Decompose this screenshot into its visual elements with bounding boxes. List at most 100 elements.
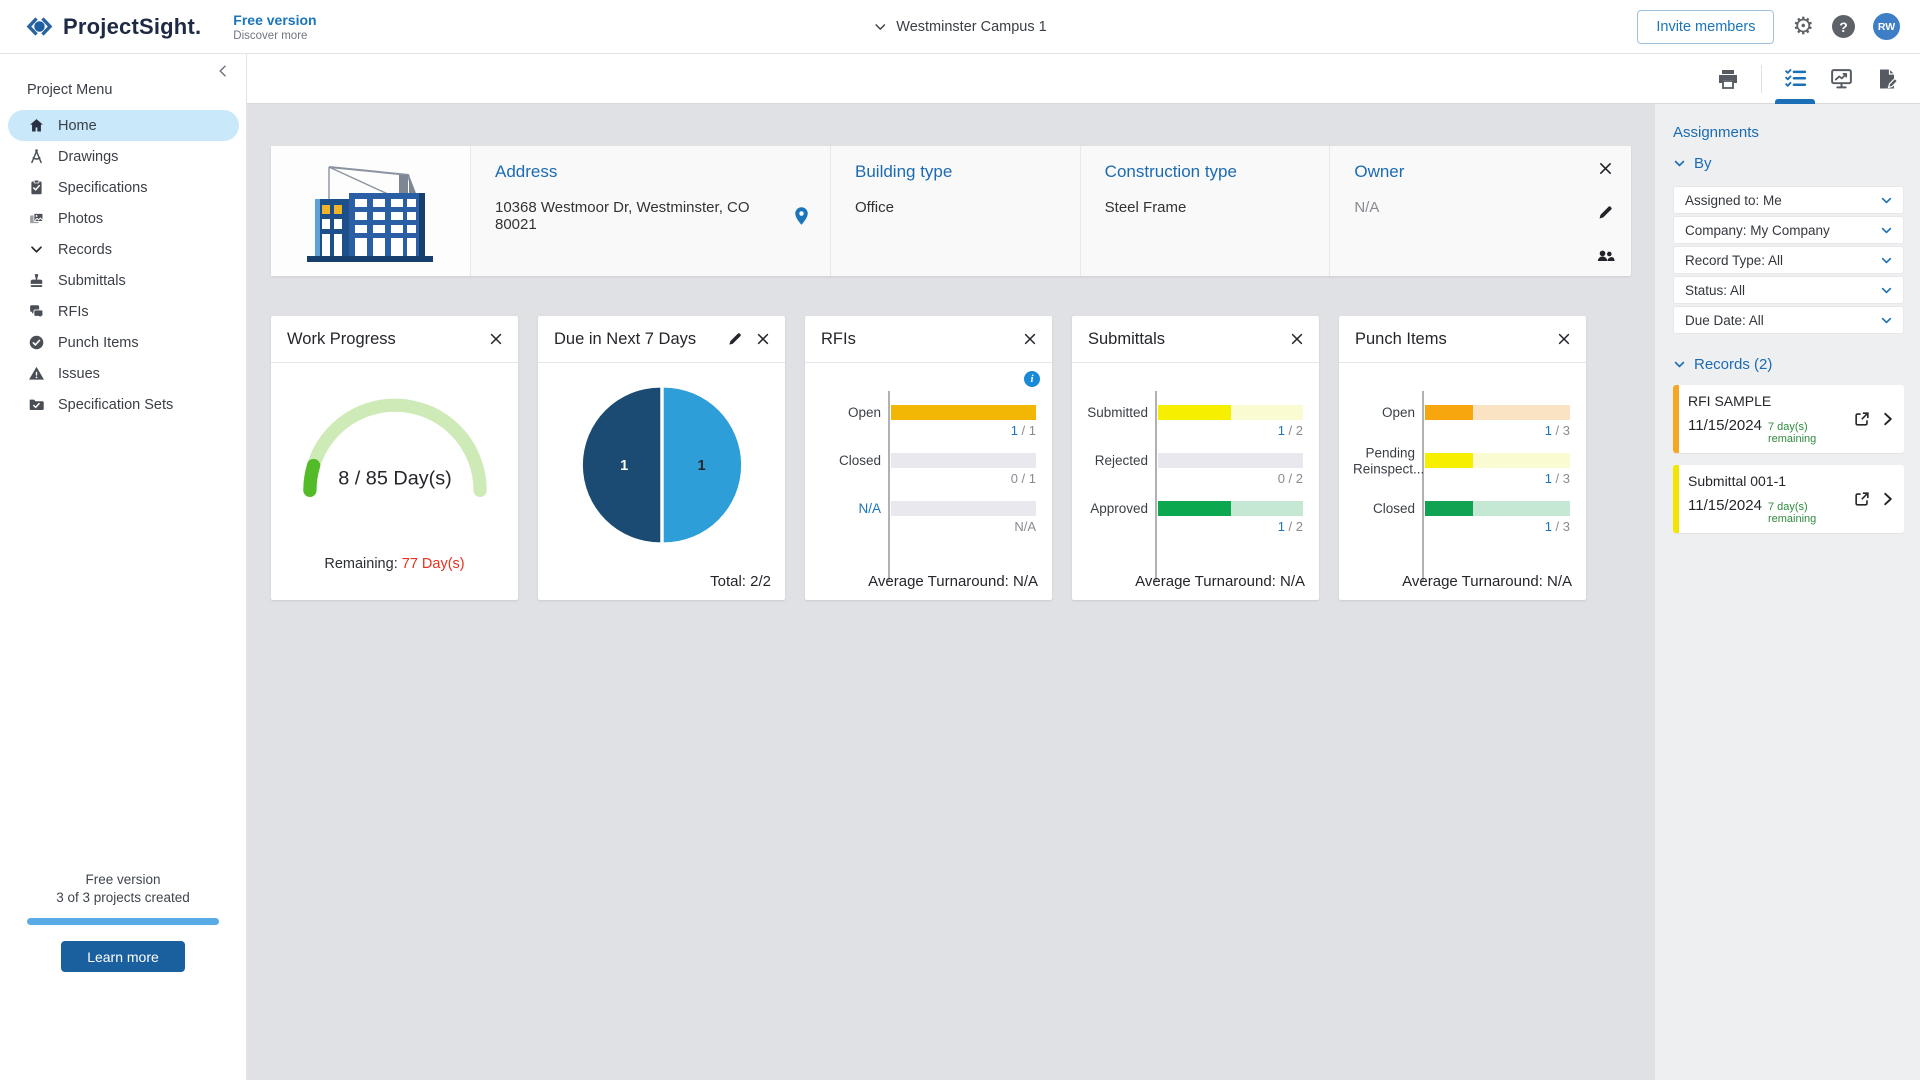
- home-icon: [27, 117, 45, 135]
- clipboard-check-icon: [27, 179, 45, 197]
- sidebar-item-photos[interactable]: Photos: [0, 203, 246, 234]
- folder-check-icon: [27, 396, 45, 414]
- due-pie-chart: 1 1: [538, 379, 785, 551]
- work-progress-widget: Work Progress: [271, 316, 518, 600]
- sidebar-item-issues[interactable]: Issues: [0, 358, 246, 389]
- map-pin-icon[interactable]: [793, 206, 810, 226]
- average-turnaround-label: Average Turnaround: N/A: [868, 573, 1038, 590]
- bar-row: Pending Reinspect... 1 / 3: [1353, 445, 1570, 486]
- sidebar-item-rfis[interactable]: RFIs: [0, 296, 246, 327]
- warning-triangle-icon: [27, 365, 45, 383]
- sidebar-item-drawings[interactable]: Drawings: [0, 141, 246, 172]
- rfis-widget: RFIs i Ope: [805, 316, 1052, 600]
- remaining-days-text: Remaining: 77 Day(s): [324, 556, 465, 572]
- photos-icon: [27, 210, 45, 228]
- sidebar-item-label: Issues: [58, 365, 100, 382]
- sidebar-item-punch-items[interactable]: Punch Items: [0, 327, 246, 358]
- construction-type-value: Steel Frame: [1104, 199, 1187, 216]
- construction-type-label: Construction type: [1104, 162, 1237, 181]
- project-menu-title: Project Menu: [27, 82, 113, 98]
- free-version-link[interactable]: Free version: [233, 11, 317, 28]
- active-tab-underline: [1775, 98, 1815, 104]
- checklist-view-icon[interactable]: [1772, 54, 1818, 104]
- sidebar-item-records[interactable]: Records: [0, 234, 246, 265]
- record-due-date: 11/15/2024: [1688, 417, 1762, 434]
- chevron-down-icon: [1673, 358, 1686, 371]
- sidebar-item-home[interactable]: Home: [8, 110, 239, 141]
- record-card-rfi-sample[interactable]: RFI SAMPLE 11/15/2024 7 day(s) remaining: [1673, 385, 1904, 453]
- close-icon[interactable]: [1597, 160, 1614, 177]
- close-icon[interactable]: [1289, 331, 1305, 347]
- settings-gear-icon[interactable]: ⚙: [1792, 12, 1814, 40]
- main-content: Address 10368 Westmoor Dr, Westminster, …: [247, 104, 1655, 1080]
- filter-due-date[interactable]: Due Date: All: [1673, 306, 1904, 334]
- projectsight-logo-icon: [26, 13, 53, 40]
- close-icon[interactable]: [755, 331, 771, 347]
- open-external-icon[interactable]: [1853, 490, 1871, 508]
- punch-items-widget: Punch Items Open: [1339, 316, 1586, 600]
- top-header: ProjectSight. Free version Discover more…: [0, 0, 1920, 54]
- filter-status[interactable]: Status: All: [1673, 276, 1904, 304]
- sidebar-item-specification-sets[interactable]: Specification Sets: [0, 389, 246, 420]
- bar-row: Rejected 0 / 2: [1094, 453, 1303, 486]
- chevron-down-icon: [1880, 314, 1893, 327]
- chevron-down-icon: [1880, 284, 1893, 297]
- sidebar-item-label: Submittals: [58, 272, 126, 289]
- invite-members-button[interactable]: Invite members: [1637, 9, 1775, 44]
- by-section-toggle[interactable]: By: [1673, 155, 1904, 172]
- chevron-down-icon: [27, 241, 45, 259]
- edit-pencil-icon[interactable]: [1597, 204, 1614, 221]
- sidebar-item-label: Home: [58, 117, 97, 134]
- print-icon[interactable]: [1705, 54, 1751, 104]
- pie-slice-label: 1: [697, 458, 705, 474]
- filter-assigned-to[interactable]: Assigned to: Me: [1673, 186, 1904, 214]
- avatar[interactable]: RW: [1873, 13, 1900, 40]
- chart-axis: [1422, 391, 1424, 581]
- sidebar-item-submittals[interactable]: Submittals: [0, 265, 246, 296]
- submittals-bar-chart: Submitted 1 / 2 Rejected 0 / 2: [1087, 391, 1303, 581]
- edit-pencil-icon[interactable]: [727, 331, 743, 347]
- work-progress-gauge: 8 / 85 Day(s): [271, 385, 518, 501]
- building-type-field: Building type Office: [831, 146, 1081, 276]
- close-icon[interactable]: [488, 331, 504, 347]
- close-icon[interactable]: [1022, 331, 1038, 347]
- dashboard-chart-icon[interactable]: [1818, 54, 1864, 104]
- close-icon[interactable]: [1556, 331, 1572, 347]
- project-selector[interactable]: Westminster Campus 1: [873, 0, 1047, 54]
- bar-row: Closed 1 / 3: [1372, 501, 1570, 534]
- assignments-title: Assignments: [1673, 124, 1759, 141]
- sidebar-item-specifications[interactable]: Specifications: [0, 172, 246, 203]
- open-external-icon[interactable]: [1853, 410, 1871, 428]
- chart-axis: [1155, 391, 1157, 581]
- widget-title: Punch Items: [1355, 329, 1447, 348]
- filter-company[interactable]: Company: My Company: [1673, 216, 1904, 244]
- document-edit-icon[interactable]: [1864, 54, 1910, 104]
- widget-title: Submittals: [1088, 329, 1166, 348]
- building-type-label: Building type: [855, 162, 953, 181]
- punch-items-bar-chart: Open 1 / 3 Pending Reinspect... 1 / 3: [1353, 391, 1570, 581]
- free-version-text: Free version: [85, 871, 161, 887]
- records-section-toggle[interactable]: Records (2): [1673, 356, 1904, 373]
- chevron-down-icon: [1880, 224, 1893, 237]
- chevron-right-icon[interactable]: [1880, 491, 1896, 507]
- chevron-right-icon[interactable]: [1880, 411, 1896, 427]
- record-card-submittal[interactable]: Submittal 001-1 11/15/2024 7 day(s) rema…: [1673, 465, 1904, 533]
- free-version-block[interactable]: Free version Discover more: [233, 12, 316, 42]
- filter-record-type[interactable]: Record Type: All: [1673, 246, 1904, 274]
- learn-more-button[interactable]: Learn more: [61, 941, 185, 972]
- construction-type-field: Construction type Steel Frame: [1081, 146, 1331, 276]
- info-icon[interactable]: i: [1024, 371, 1040, 387]
- record-title: Submittal 001-1: [1688, 473, 1787, 489]
- building-type-value: Office: [855, 199, 894, 216]
- chevron-down-icon: [1880, 194, 1893, 207]
- info-card-actions: [1579, 146, 1631, 276]
- free-version-footer: Free version 3 of 3 projects created Lea…: [0, 871, 246, 972]
- assignments-panel: Assignments By Assigned to: Me Company: …: [1655, 104, 1920, 1080]
- owner-value: N/A: [1354, 199, 1380, 216]
- members-icon[interactable]: [1596, 247, 1615, 264]
- chevron-down-icon: [1673, 157, 1686, 170]
- discover-more-label: Discover more: [233, 29, 308, 42]
- left-sidebar: Project Menu Home Drawings Specification…: [0, 54, 247, 1080]
- collapse-sidebar-icon[interactable]: [216, 64, 230, 78]
- help-icon[interactable]: ?: [1832, 15, 1855, 38]
